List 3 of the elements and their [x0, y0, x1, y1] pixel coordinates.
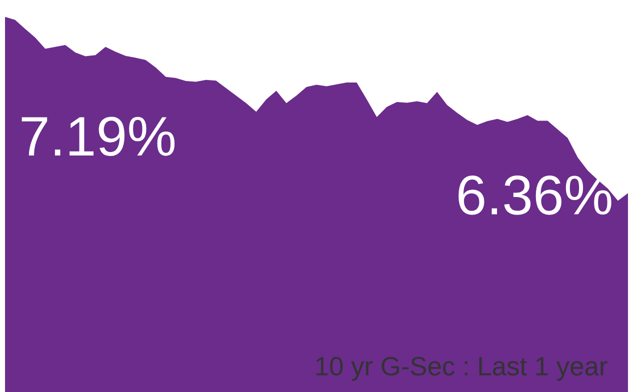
- annotation: 7.19%: [22, 116, 175, 156]
- annotation: 10 yr G-Sec : Last 1 year: [316, 356, 608, 381]
- annotation: 6.36%: [458, 175, 612, 215]
